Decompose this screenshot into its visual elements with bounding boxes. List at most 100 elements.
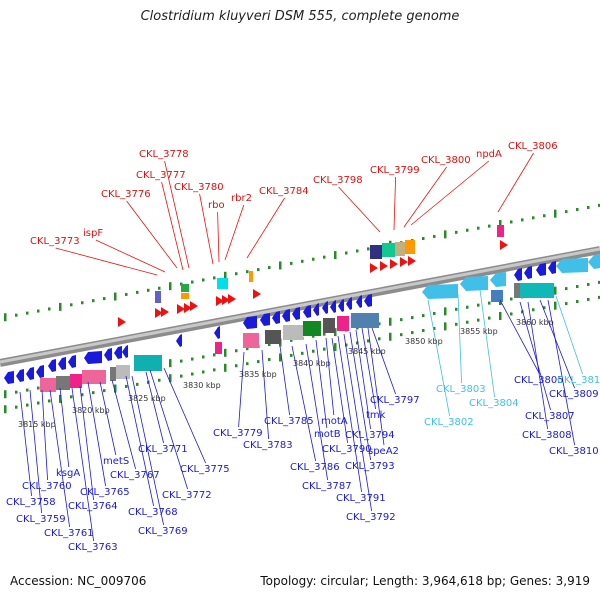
gene-label[interactable]: ksgA: [56, 468, 80, 479]
gene-label[interactable]: CKL_3771: [138, 444, 188, 455]
feature-gene[interactable]: [56, 376, 70, 390]
gene-label[interactable]: CKL_3811: [557, 375, 600, 386]
gene-label[interactable]: rbr2: [231, 193, 252, 204]
forward-gene-arrow[interactable]: [370, 263, 378, 273]
forward-gene-arrow[interactable]: [177, 304, 185, 314]
feature-gene[interactable]: [217, 278, 228, 289]
feature-gene[interactable]: [181, 284, 189, 292]
gene-label[interactable]: speA2: [368, 446, 399, 457]
reverse-gene-arrow[interactable]: [176, 334, 182, 347]
forward-gene-arrow[interactable]: [228, 294, 236, 304]
reverse-gene-arrow[interactable]: [36, 365, 44, 378]
gene-label[interactable]: CKL_3758: [6, 497, 56, 508]
feature-gene[interactable]: [303, 321, 321, 336]
feature-gene[interactable]: [70, 374, 82, 388]
feature-gene[interactable]: [40, 378, 56, 392]
gene-label[interactable]: CKL_3793: [345, 461, 395, 472]
reverse-gene-arrow[interactable]: [588, 254, 600, 269]
reverse-gene-arrow[interactable]: [330, 300, 336, 313]
reverse-gene-arrow[interactable]: [16, 369, 24, 382]
reverse-gene-arrow[interactable]: [313, 303, 319, 316]
feature-gene[interactable]: [116, 365, 130, 379]
forward-gene-arrow[interactable]: [390, 259, 398, 269]
feature-gene[interactable]: [351, 313, 379, 328]
reverse-gene-arrow[interactable]: [260, 313, 270, 326]
gene-label[interactable]: CKL_3810: [549, 446, 599, 457]
feature-gene[interactable]: [405, 240, 415, 254]
reverse-gene-arrow[interactable]: [490, 272, 506, 287]
gene-label[interactable]: CKL_3786: [290, 462, 340, 473]
reverse-gene-arrow[interactable]: [4, 371, 14, 384]
feature-gene[interactable]: [215, 342, 222, 354]
gene-label[interactable]: tmk: [366, 410, 386, 421]
gene-label[interactable]: CKL_3780: [174, 182, 224, 193]
gene-label[interactable]: CKL_3765: [80, 487, 130, 498]
reverse-gene-arrow[interactable]: [556, 258, 588, 273]
feature-gene[interactable]: [382, 243, 395, 257]
forward-gene-arrow[interactable]: [380, 261, 388, 271]
gene-label[interactable]: CKL_3767: [110, 470, 160, 481]
forward-gene-arrow[interactable]: [222, 295, 230, 305]
forward-gene-arrow[interactable]: [161, 307, 169, 317]
gene-label[interactable]: CKL_3761: [44, 528, 94, 539]
feature-gene[interactable]: [265, 330, 281, 344]
reverse-gene-arrow[interactable]: [104, 348, 112, 361]
reverse-gene-arrow[interactable]: [122, 345, 128, 358]
reverse-gene-arrow[interactable]: [422, 284, 458, 299]
forward-gene-arrow[interactable]: [500, 240, 508, 250]
gene-label[interactable]: ispF: [83, 228, 103, 239]
gene-label[interactable]: CKL_3775: [180, 464, 230, 475]
forward-gene-arrow[interactable]: [253, 289, 261, 299]
gene-label[interactable]: CKL_3785: [264, 416, 314, 427]
gene-label[interactable]: CKL_3792: [346, 512, 396, 523]
feature-gene[interactable]: [134, 355, 162, 371]
reverse-gene-arrow[interactable]: [322, 301, 328, 314]
gene-label[interactable]: CKL_3799: [370, 165, 420, 176]
reverse-gene-arrow[interactable]: [214, 326, 220, 339]
feature-gene[interactable]: [155, 291, 161, 303]
reverse-gene-arrow[interactable]: [26, 367, 34, 380]
reverse-gene-arrow[interactable]: [524, 266, 532, 279]
reverse-gene-arrow[interactable]: [548, 261, 556, 274]
gene-label[interactable]: CKL_3760: [22, 481, 72, 492]
gene-label[interactable]: CKL_3776: [101, 189, 151, 200]
reverse-gene-arrow[interactable]: [114, 346, 122, 359]
reverse-gene-arrow[interactable]: [292, 307, 300, 320]
feature-gene[interactable]: [110, 367, 116, 381]
gene-label[interactable]: CKL_3802: [424, 417, 474, 428]
reverse-gene-arrow[interactable]: [84, 351, 102, 364]
gene-label[interactable]: CKL_3797: [370, 395, 420, 406]
gene-label[interactable]: CKL_3784: [259, 186, 309, 197]
gene-label[interactable]: CKL_3779: [213, 428, 263, 439]
reverse-gene-arrow[interactable]: [303, 305, 311, 318]
reverse-gene-arrow[interactable]: [282, 309, 290, 322]
gene-label[interactable]: CKL_3768: [128, 507, 178, 518]
gene-label[interactable]: CKL_3800: [421, 155, 471, 166]
feature-gene[interactable]: [249, 271, 253, 282]
feature-gene[interactable]: [283, 325, 303, 340]
gene-label[interactable]: CKL_3805: [514, 375, 564, 386]
gene-label[interactable]: CKL_3806: [508, 141, 558, 152]
feature-gene[interactable]: [82, 370, 106, 384]
forward-gene-arrow[interactable]: [190, 301, 198, 311]
gene-label[interactable]: npdA: [476, 149, 502, 160]
feature-gene[interactable]: [514, 283, 554, 298]
reverse-gene-arrow[interactable]: [48, 359, 56, 372]
feature-gene[interactable]: [337, 316, 349, 331]
forward-gene-arrow[interactable]: [400, 257, 408, 267]
gene-label[interactable]: CKL_3798: [313, 175, 363, 186]
feature-gene[interactable]: [395, 242, 405, 256]
reverse-gene-arrow[interactable]: [514, 268, 522, 281]
forward-gene-arrow[interactable]: [184, 303, 192, 313]
gene-label[interactable]: CKL_3783: [243, 440, 293, 451]
feature-gene[interactable]: [243, 333, 259, 348]
gene-label[interactable]: CKL_3764: [68, 501, 118, 512]
forward-gene-arrow[interactable]: [216, 296, 224, 306]
gene-label[interactable]: motB: [314, 429, 341, 440]
forward-gene-arrow[interactable]: [118, 317, 126, 327]
reverse-gene-arrow[interactable]: [338, 299, 344, 312]
gene-label[interactable]: CKL_3773: [30, 236, 80, 247]
reverse-gene-arrow[interactable]: [364, 294, 372, 307]
gene-label[interactable]: metS: [103, 456, 129, 467]
reverse-gene-arrow[interactable]: [346, 297, 352, 310]
